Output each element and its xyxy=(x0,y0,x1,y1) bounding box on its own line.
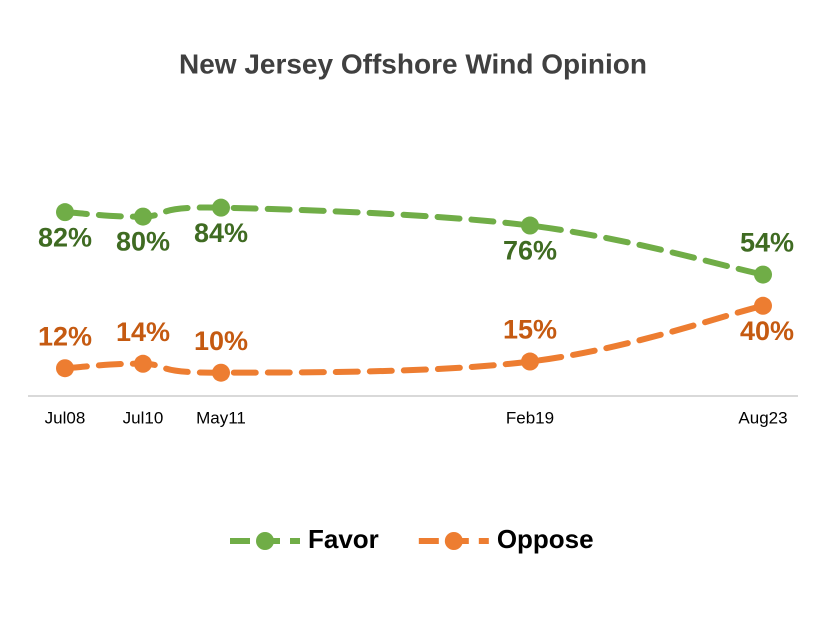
data-point xyxy=(521,352,539,371)
legend-marker xyxy=(444,532,463,550)
data-point xyxy=(212,198,230,217)
data-label: 76% xyxy=(503,236,557,266)
data-point xyxy=(212,363,230,382)
x-tick-label: Feb19 xyxy=(506,408,554,427)
x-tick-label: Jul10 xyxy=(123,408,164,427)
data-label: 84% xyxy=(194,218,248,248)
data-label: 82% xyxy=(38,222,92,252)
data-point xyxy=(754,265,772,284)
data-label: 15% xyxy=(503,315,557,345)
legend-label: Oppose xyxy=(497,524,594,554)
data-point xyxy=(134,207,152,226)
data-point xyxy=(521,216,539,235)
data-label: 14% xyxy=(116,317,170,347)
data-point xyxy=(56,203,74,222)
data-label: 80% xyxy=(116,227,170,257)
legend-marker xyxy=(256,532,274,550)
data-point xyxy=(56,359,74,378)
chart-title: New Jersey Offshore Wind Opinion xyxy=(179,48,647,79)
data-point xyxy=(134,354,152,373)
data-label: 10% xyxy=(194,326,248,356)
data-label: 12% xyxy=(38,321,92,351)
data-label: 40% xyxy=(740,316,794,346)
data-point xyxy=(754,296,772,315)
x-tick-label: Jul08 xyxy=(45,408,86,427)
data-label: 54% xyxy=(740,228,794,258)
legend-label: Favor xyxy=(308,524,379,554)
x-tick-label: May11 xyxy=(196,408,246,427)
x-tick-label: Aug23 xyxy=(738,408,787,427)
